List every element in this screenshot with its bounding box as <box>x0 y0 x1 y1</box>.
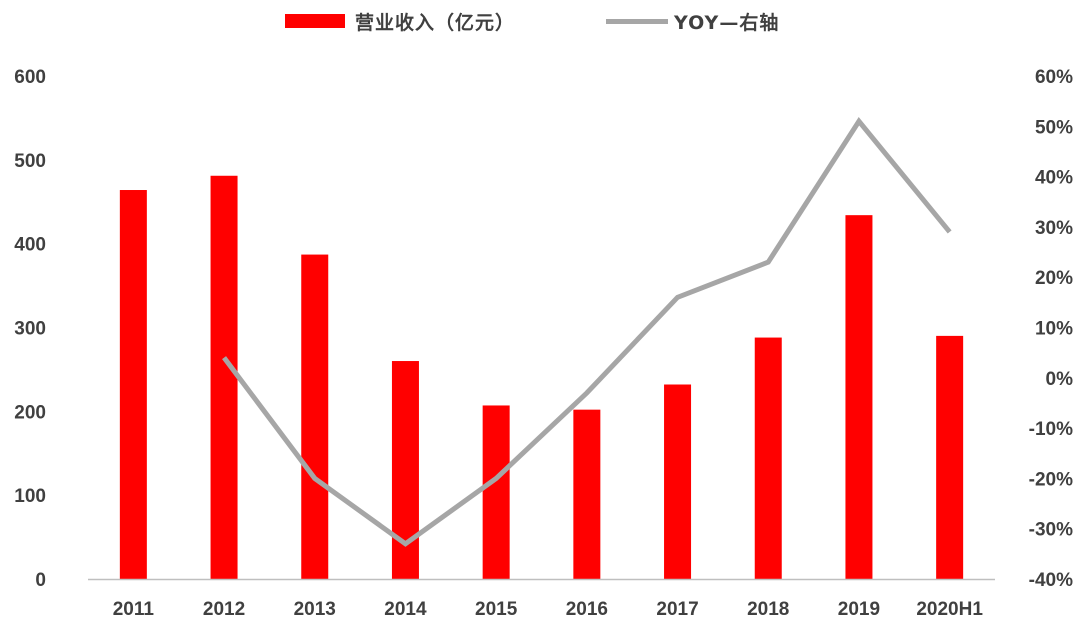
y-right-tick-label: 60% <box>1035 67 1073 88</box>
bar-2016 <box>573 409 601 579</box>
x-tick-label: 2020H1 <box>916 599 983 620</box>
x-tick-label: 2011 <box>113 599 155 620</box>
bar-2012 <box>210 175 238 580</box>
x-tick-label: 2016 <box>566 599 608 620</box>
y-right-tick-label: -10% <box>1029 419 1073 440</box>
legend-item-revenue: 营业收入（亿元） <box>285 4 515 38</box>
y-right-tick-label: 0% <box>1046 369 1074 390</box>
x-tick-label: 2018 <box>747 599 789 620</box>
y-left-tick-label: 300 <box>14 319 46 340</box>
x-tick-label: 2012 <box>203 599 245 620</box>
legend-swatch-line <box>606 18 668 24</box>
legend-label-revenue: 营业收入（亿元） <box>355 11 516 34</box>
x-tick-label: 2014 <box>384 599 427 620</box>
y-left-tick-label: 400 <box>14 235 46 256</box>
y-left-tick-label: 600 <box>14 67 46 88</box>
x-tick-label: 2019 <box>838 599 880 620</box>
y-left-tick-label: 100 <box>14 486 46 507</box>
x-tick-label: 2013 <box>294 599 336 620</box>
y-right-tick-label: -20% <box>1029 469 1073 490</box>
bar-2013 <box>301 254 329 579</box>
bar-2011 <box>119 190 147 579</box>
legend-swatch-bar <box>285 14 345 28</box>
legend-label-yoy: YOY—右轴 <box>674 11 780 34</box>
y-left-tick-label: 200 <box>14 402 46 423</box>
bar-2018 <box>754 337 782 579</box>
bar-2020H1 <box>936 335 964 579</box>
y-right-tick-label: -30% <box>1029 520 1073 541</box>
y-left-tick-label: 500 <box>14 151 46 172</box>
bar-2015 <box>482 405 510 579</box>
x-tick-label: 2017 <box>656 599 698 620</box>
y-left-tick-label: 0 <box>35 570 46 591</box>
y-right-tick-label: 50% <box>1035 117 1073 138</box>
y-right-tick-label: 40% <box>1035 168 1073 189</box>
y-right-tick-label: -40% <box>1029 570 1073 591</box>
y-right-tick-label: 20% <box>1035 268 1073 289</box>
bar-2019 <box>845 215 873 579</box>
chart-legend: 营业收入（亿元） YOY—右轴 <box>0 4 1080 38</box>
bar-2017 <box>664 384 692 579</box>
y-right-tick-label: 30% <box>1035 218 1073 239</box>
x-tick-label: 2015 <box>475 599 518 620</box>
y-right-tick-label: 10% <box>1035 319 1073 340</box>
legend-item-yoy: YOY—右轴 <box>606 4 779 38</box>
